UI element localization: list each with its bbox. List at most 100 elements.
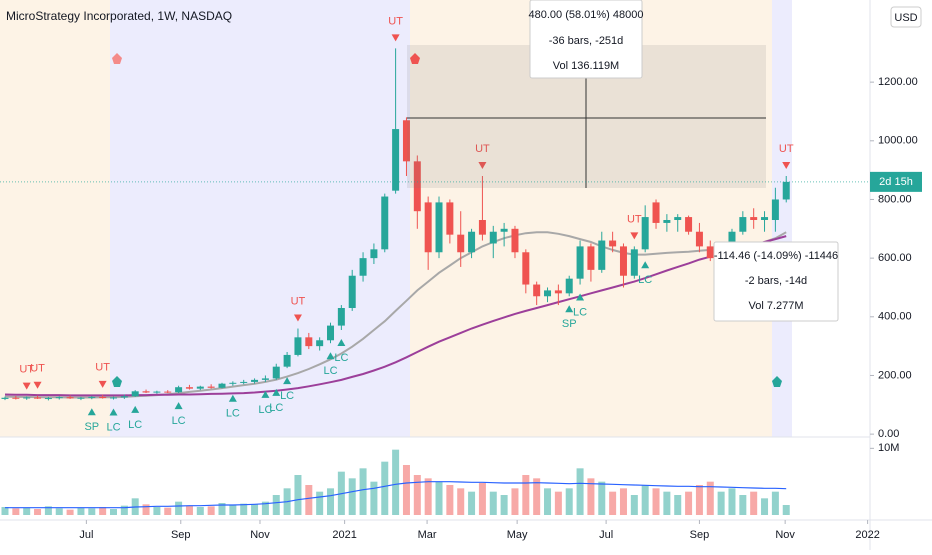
- candle-body: [327, 325, 335, 341]
- candle-body: [761, 217, 769, 220]
- candle-body: [652, 202, 660, 223]
- volume-bar: [674, 495, 682, 515]
- volume-bar: [44, 506, 52, 515]
- x-tick-label: Mar: [418, 529, 437, 541]
- signal-arrow: [131, 405, 140, 413]
- signal-arrow: [565, 305, 574, 313]
- volume-bar: [240, 503, 248, 515]
- x-tick-label: Jul: [599, 529, 613, 541]
- candle-body: [435, 202, 443, 253]
- candle-body: [674, 217, 682, 220]
- y-tick-label: 800.00: [878, 193, 912, 205]
- x-tick-label: Nov: [250, 529, 270, 541]
- volume-bar: [66, 509, 74, 515]
- signal-label: LC: [226, 408, 240, 420]
- volume-bar: [576, 468, 584, 515]
- candle-body: [739, 217, 747, 232]
- signal-arrow: [22, 382, 31, 390]
- signal-arrow: [272, 388, 281, 396]
- signal-label: LC: [334, 352, 348, 364]
- candle-body: [424, 202, 432, 253]
- x-tick-label: 2022: [855, 529, 879, 541]
- volume-bar: [663, 491, 671, 515]
- candle-body: [576, 246, 584, 279]
- measure-text: -114.46 (-14.09%) -11446: [714, 250, 838, 262]
- volume-bar: [641, 485, 649, 515]
- volume-bar: [77, 507, 85, 515]
- x-tick-label: Jul: [79, 529, 93, 541]
- volume-bar: [457, 488, 465, 515]
- volume-bar: [272, 495, 280, 515]
- candle-body: [175, 387, 183, 393]
- signal-arrow: [174, 402, 183, 410]
- signal-arrow: [326, 352, 335, 360]
- volume-bar: [771, 491, 779, 515]
- session-band: [772, 0, 792, 437]
- signal-arrow: [337, 339, 346, 346]
- volume-bar: [207, 506, 215, 515]
- signal-arrow: [283, 377, 292, 385]
- signal-arrow: [261, 390, 270, 398]
- volume-bar: [316, 491, 324, 515]
- candle-body: [468, 231, 476, 253]
- candle-body: [522, 252, 530, 285]
- candle-body: [478, 220, 486, 235]
- candle-body: [413, 161, 421, 212]
- volume-bar: [446, 485, 454, 515]
- volume-bar: [185, 505, 193, 515]
- candle-body: [164, 391, 172, 393]
- y-tick-label: 1200.00: [878, 76, 918, 88]
- signal-arrow: [576, 293, 585, 301]
- volume-bar: [142, 504, 150, 515]
- candle-body: [316, 340, 324, 347]
- signal-label: UT: [475, 143, 490, 155]
- candle-body: [533, 284, 541, 297]
- signal-label: UT: [627, 213, 642, 225]
- signal-label: LC: [172, 415, 186, 427]
- signal-label: LC: [638, 274, 652, 286]
- volume-bar: [739, 495, 747, 515]
- volume-ma: [5, 481, 787, 509]
- candle-body: [120, 396, 128, 398]
- marker: [772, 376, 782, 387]
- y-tick-label: 600.00: [878, 252, 912, 264]
- volume-tick-label: 10M: [878, 442, 899, 454]
- candle-body: [565, 278, 573, 294]
- x-tick-label: Nov: [775, 529, 795, 541]
- candle-body: [12, 397, 20, 399]
- measure-text: Vol 7.277M: [748, 300, 803, 312]
- volume-bar: [294, 475, 302, 515]
- candle-body: [609, 240, 617, 247]
- candle-body: [359, 258, 367, 276]
- candle-body: [44, 398, 52, 400]
- signal-label: LC: [269, 402, 283, 414]
- volume-bar: [413, 475, 421, 515]
- volume-bar: [478, 483, 486, 515]
- candle-body: [663, 220, 671, 223]
- signal-label: UT: [30, 363, 45, 375]
- signal-arrow: [478, 162, 487, 169]
- last-price-label: 2d 15h: [879, 176, 913, 188]
- signal-arrow: [87, 408, 96, 416]
- volume-bar: [511, 488, 519, 515]
- candle-body: [251, 379, 259, 382]
- signal-label: SP: [84, 421, 99, 433]
- marker: [112, 376, 122, 387]
- volume-bar: [55, 508, 63, 515]
- candle-body: [55, 397, 63, 399]
- volume-bar: [99, 507, 107, 515]
- candle-body: [185, 387, 193, 389]
- currency-box: [890, 6, 922, 28]
- candle-body: [294, 337, 302, 355]
- candle-body: [272, 366, 280, 379]
- volume-bar: [750, 491, 758, 515]
- candle-body: [446, 202, 454, 235]
- candle-body: [554, 290, 562, 294]
- measure-tooltip: [713, 241, 839, 322]
- x-tick-label: Sep: [171, 529, 191, 541]
- signal-arrow: [98, 380, 107, 388]
- candle-body: [641, 217, 649, 250]
- signal-arrow: [33, 381, 42, 389]
- candle-body: [23, 397, 31, 399]
- candle-body: [99, 396, 107, 399]
